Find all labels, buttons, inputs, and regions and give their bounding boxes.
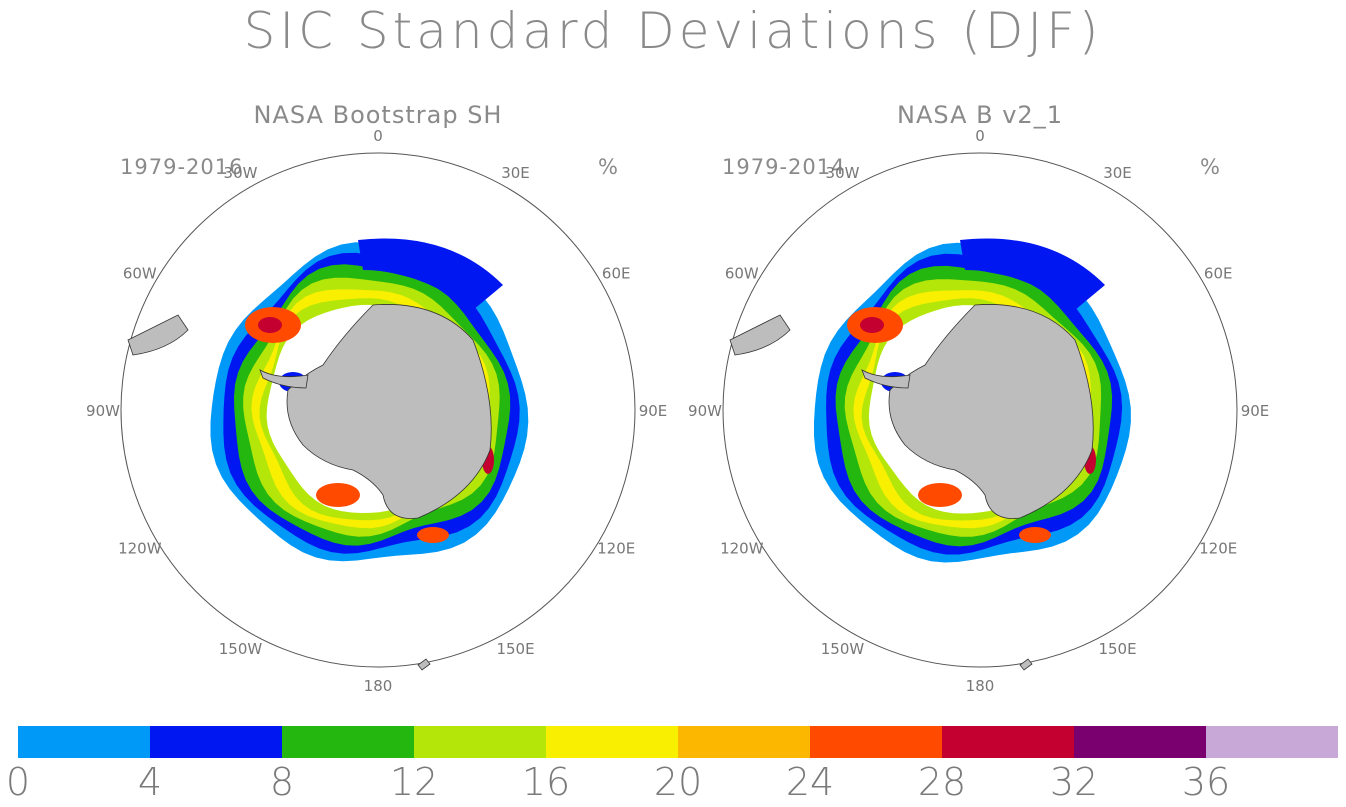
colorbar-tick-label: 36 xyxy=(1181,760,1231,804)
colorbar-tick-label: 12 xyxy=(389,760,439,804)
colorbar-swatch xyxy=(546,726,678,758)
colorbar-swatch xyxy=(282,726,414,758)
longitude-label: 120W xyxy=(118,540,162,558)
antarctic-peninsula xyxy=(861,369,911,389)
map-panel-left: NASA Bootstrap SH 1979-2016 % 0 30E 60E 90E… xyxy=(58,95,698,715)
longitude-label: 0 xyxy=(373,127,383,145)
unit-label: % xyxy=(598,155,618,179)
sic-hotspot xyxy=(258,317,282,333)
sic-hotspot xyxy=(316,483,360,507)
longitude-label: 30W xyxy=(224,164,258,182)
period-label: 1979-2014 xyxy=(722,155,846,179)
colorbar-tick-label: 32 xyxy=(1049,760,1099,804)
longitude-label: 180 xyxy=(966,677,995,695)
sic-contour-region xyxy=(960,238,1105,310)
colorbar-swatch xyxy=(1074,726,1206,758)
colorbar-swatch xyxy=(810,726,942,758)
antarctic-peninsula xyxy=(259,369,309,389)
colorbar-tick-label: 8 xyxy=(269,760,295,804)
colorbar-labels: 0 4 8 12 16 20 24 28 32 36 xyxy=(0,760,1346,806)
south-america-landmass xyxy=(127,314,189,356)
colorbar-tick-label: 0 xyxy=(5,760,31,804)
sic-hotspot xyxy=(417,527,449,543)
longitude-label: 30E xyxy=(1103,164,1132,182)
colorbar-tick-label: 20 xyxy=(653,760,703,804)
map-panel-right: NASA B v2_1 1979-2014 % 0 30E 60E 90E 120E 15… xyxy=(660,95,1300,715)
longitude-label: 60E xyxy=(1204,265,1233,283)
longitude-label: 60W xyxy=(725,265,759,283)
longitude-label: 150E xyxy=(496,640,534,658)
colorbar-swatch xyxy=(678,726,810,758)
colorbar-swatch xyxy=(1206,726,1338,758)
sic-hotspot xyxy=(918,483,962,507)
period-label: 1979-2016 xyxy=(120,155,244,179)
colorbar-swatch xyxy=(150,726,282,758)
longitude-label: 150E xyxy=(1098,640,1136,658)
sic-contour-region xyxy=(358,238,503,310)
panel-title: NASA Bootstrap SH xyxy=(253,101,503,129)
south-america-landmass xyxy=(729,314,791,356)
polar-map: 0 30E 60E 90E 120E 150E 180 150W 120W 90W 60W 30W xyxy=(688,127,1270,695)
longitude-label: 150W xyxy=(821,640,865,658)
longitude-label: 120W xyxy=(720,540,764,558)
longitude-label: 60E xyxy=(602,265,631,283)
longitude-label: 120E xyxy=(597,540,635,558)
colorbar-tick-label: 16 xyxy=(521,760,571,804)
unit-label: % xyxy=(1200,155,1220,179)
sic-hotspot xyxy=(860,317,884,333)
polar-map: 0 30E 60E 90E 120E 150E 180 150W 120W 90W 60W 30W xyxy=(86,127,668,695)
longitude-label: 30E xyxy=(501,164,530,182)
colorbar-tick-label: 28 xyxy=(917,760,967,804)
new-zealand-landmass xyxy=(1019,658,1033,671)
longitude-label: 90W xyxy=(688,402,722,420)
colorbar-swatch xyxy=(942,726,1074,758)
longitude-label: 90W xyxy=(86,402,120,420)
panel-title: NASA B v2_1 xyxy=(897,101,1063,129)
longitude-label: 90E xyxy=(639,402,668,420)
new-zealand-landmass xyxy=(417,658,431,671)
longitude-label: 180 xyxy=(364,677,393,695)
longitude-label: 150W xyxy=(219,640,263,658)
sic-hotspot xyxy=(1019,527,1051,543)
figure-title: SIC Standard Deviations (DJF) xyxy=(243,2,1103,60)
colorbar xyxy=(18,726,1338,758)
longitude-label: 120E xyxy=(1199,540,1237,558)
colorbar-swatch xyxy=(414,726,546,758)
colorbar-tick-label: 24 xyxy=(785,760,835,804)
colorbar-tick-label: 4 xyxy=(137,760,163,804)
longitude-label: 90E xyxy=(1241,402,1270,420)
longitude-label: 0 xyxy=(975,127,985,145)
longitude-label: 30W xyxy=(826,164,860,182)
longitude-label: 60W xyxy=(123,265,157,283)
colorbar-swatch xyxy=(18,726,150,758)
